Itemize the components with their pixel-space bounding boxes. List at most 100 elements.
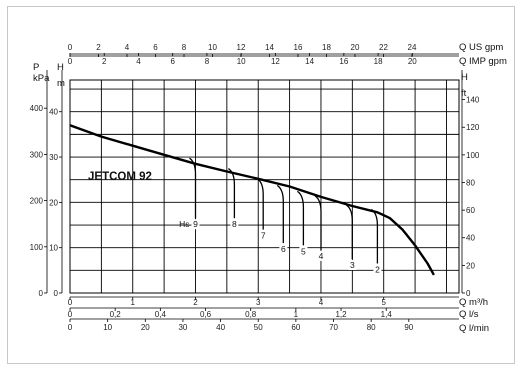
main-performance-curve — [69, 124, 435, 276]
flow_m3h-axis-title: Q m³/h — [459, 297, 488, 308]
flow_ls-tick-label: 0,8 — [245, 310, 257, 319]
plot-border — [69, 79, 460, 294]
flow_lmin-axis-title: Q l/min — [459, 323, 489, 334]
pressure_kpa-tick-label: 100 — [30, 243, 44, 252]
flow_lmin-tick-label: 80 — [367, 323, 376, 332]
grid — [69, 79, 460, 294]
head_ft-tick-label: 40 — [466, 234, 475, 243]
flow_usgpm-tick-label: 20 — [351, 43, 360, 52]
flow_lmin-tick-label: 70 — [329, 323, 338, 332]
suction-curve-4 — [314, 195, 322, 250]
suction-label-3: 3 — [350, 260, 355, 270]
flow_usgpm-tick-label: 22 — [379, 43, 388, 52]
suction-label-bg — [191, 219, 200, 230]
flow_usgpm-tick-label: 16 — [294, 43, 303, 52]
flow_impgpm-tick-label: 0 — [68, 57, 73, 66]
flow_lmin-tick-label: 50 — [254, 323, 263, 332]
suction-curve-5 — [297, 190, 305, 246]
head_m-tick-label: 10 — [49, 244, 58, 253]
pressure_kpa-tick-label: 300 — [30, 150, 44, 159]
flow_usgpm-tick-label: 12 — [237, 43, 246, 52]
flow_lmin-tick-label: 20 — [141, 323, 150, 332]
suction-curve-2 — [371, 208, 379, 264]
flow_impgpm-tick-label: 18 — [374, 57, 383, 66]
labels: JETCOM 92 9 Hs 8 7 6 5 4 3 2 — [88, 171, 382, 275]
flow_lmin-tick-label: 60 — [291, 323, 300, 332]
suction-curve-8 — [228, 168, 236, 219]
head_m-axis-title: H — [57, 62, 64, 73]
flow_impgpm-tick-label: 4 — [136, 57, 141, 66]
flow_ls-tick-label: 1,2 — [335, 310, 347, 319]
flow_impgpm-tick-label: 6 — [170, 57, 175, 66]
flow_usgpm-tick-label: 14 — [265, 43, 274, 52]
flow_impgpm-tick-label: 10 — [237, 57, 246, 66]
flow_m3h-tick-label: 2 — [193, 298, 198, 307]
flow_ls-tick-label: 0,6 — [200, 310, 212, 319]
head_m-axis-unit: m — [57, 78, 65, 89]
flow_m3h-tick-label: 5 — [381, 298, 386, 307]
suction-label-9: 9 — [193, 219, 198, 229]
head_ft-axis-unit: ft — [461, 88, 467, 99]
suction-curve-7 — [256, 178, 264, 230]
flow_usgpm-tick-label: 8 — [182, 43, 187, 52]
flow_ls-tick-label: 0,4 — [155, 310, 167, 319]
suction-label-bg — [348, 260, 357, 271]
head_m-tick-label: 40 — [49, 108, 58, 117]
flow_lmin-tick-label: 30 — [178, 323, 187, 332]
flow_impgpm-tick-label: 20 — [408, 57, 417, 66]
flow_usgpm-tick-label: 24 — [408, 43, 417, 52]
flow_impgpm-axis-title: Q IMP gpm — [459, 56, 507, 67]
suction-label-bg — [299, 246, 308, 257]
flow_lmin-tick-label: 40 — [216, 323, 225, 332]
flow_impgpm-tick-label: 16 — [339, 57, 348, 66]
model-label: JETCOM 92 — [88, 171, 152, 183]
head_ft-tick-label: 0 — [466, 289, 471, 298]
suction-label-bg — [373, 264, 382, 275]
suction-curve-9 — [189, 157, 197, 219]
suction-label-bg — [316, 250, 325, 261]
suction-curve-3 — [345, 204, 353, 259]
suction-label-bg — [259, 230, 268, 241]
suction-label-7: 7 — [261, 231, 266, 241]
flow_impgpm-tick-label: 14 — [305, 57, 314, 66]
flow_m3h-tick-label: 3 — [256, 298, 261, 307]
flow_ls-tick-label: 1,4 — [381, 310, 393, 319]
suction-label-6: 6 — [281, 244, 286, 254]
flow_usgpm-tick-label: 18 — [322, 43, 331, 52]
suction-curve-6 — [276, 184, 284, 244]
suction-label-prefix: Hs — [179, 219, 189, 229]
flow_impgpm-tick-label: 12 — [271, 57, 280, 66]
flow_usgpm-axis-title: Q US gpm — [459, 42, 503, 53]
suction-label-2: 2 — [375, 265, 380, 275]
flow_usgpm-tick-label: 4 — [125, 43, 130, 52]
pressure_kpa-axis-unit: kPa — [33, 73, 50, 84]
head_ft-tick-label: 60 — [466, 206, 475, 215]
head_ft-tick-label: 120 — [466, 123, 480, 132]
suction-label-8: 8 — [232, 219, 237, 229]
suction-label-bg — [230, 219, 239, 230]
flow_impgpm-tick-label: 8 — [205, 57, 210, 66]
flow_ls-tick-label: 1 — [294, 310, 299, 319]
flow_lmin-tick-label: 10 — [103, 323, 112, 332]
head_m-tick-label: 0 — [54, 289, 59, 298]
suction-label-4: 4 — [319, 251, 324, 261]
head_ft-tick-label: 80 — [466, 178, 475, 187]
flow_m3h-tick-label: 1 — [131, 298, 136, 307]
suction-label-bg — [279, 244, 288, 255]
head_ft-tick-label: 140 — [466, 96, 480, 105]
flow_usgpm-tick-label: 2 — [96, 43, 101, 52]
pressure_kpa-tick-label: 200 — [30, 197, 44, 206]
head_ft-tick-label: 20 — [466, 261, 475, 270]
flow_ls-axis-title: Q l/s — [459, 309, 479, 320]
flow_impgpm-tick-label: 2 — [102, 57, 107, 66]
pressure_kpa-tick-label: 400 — [30, 104, 44, 113]
suction-label-5: 5 — [301, 246, 306, 256]
flow_usgpm-tick-label: 6 — [153, 43, 158, 52]
head_m-tick-label: 30 — [49, 153, 58, 162]
flow_ls-tick-label: 0 — [68, 310, 73, 319]
head_m-tick-label: 20 — [49, 198, 58, 207]
head_ft-tick-label: 100 — [466, 151, 480, 160]
flow_lmin-tick-label: 90 — [404, 323, 413, 332]
